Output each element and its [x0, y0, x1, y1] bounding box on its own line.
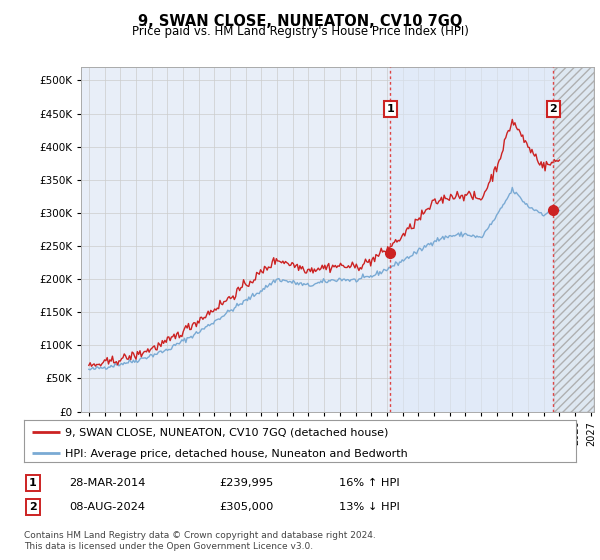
Text: 1: 1 — [29, 478, 37, 488]
Text: Contains HM Land Registry data © Crown copyright and database right 2024.: Contains HM Land Registry data © Crown c… — [24, 531, 376, 540]
Text: 1: 1 — [386, 104, 394, 114]
Text: 08-AUG-2024: 08-AUG-2024 — [69, 502, 145, 512]
Text: HPI: Average price, detached house, Nuneaton and Bedworth: HPI: Average price, detached house, Nune… — [65, 449, 408, 459]
Text: £239,995: £239,995 — [219, 478, 273, 488]
Text: 16% ↑ HPI: 16% ↑ HPI — [339, 478, 400, 488]
Text: 28-MAR-2014: 28-MAR-2014 — [69, 478, 145, 488]
Text: 2: 2 — [29, 502, 37, 512]
Bar — [554, 67, 594, 412]
Text: 13% ↓ HPI: 13% ↓ HPI — [339, 502, 400, 512]
Text: £305,000: £305,000 — [219, 502, 274, 512]
Text: 9, SWAN CLOSE, NUNEATON, CV10 7GQ (detached house): 9, SWAN CLOSE, NUNEATON, CV10 7GQ (detac… — [65, 428, 389, 437]
Bar — [391, 67, 554, 412]
Text: This data is licensed under the Open Government Licence v3.0.: This data is licensed under the Open Gov… — [24, 542, 313, 550]
Text: 2: 2 — [550, 104, 557, 114]
Text: 9, SWAN CLOSE, NUNEATON, CV10 7GQ: 9, SWAN CLOSE, NUNEATON, CV10 7GQ — [138, 14, 462, 29]
Text: Price paid vs. HM Land Registry's House Price Index (HPI): Price paid vs. HM Land Registry's House … — [131, 25, 469, 38]
